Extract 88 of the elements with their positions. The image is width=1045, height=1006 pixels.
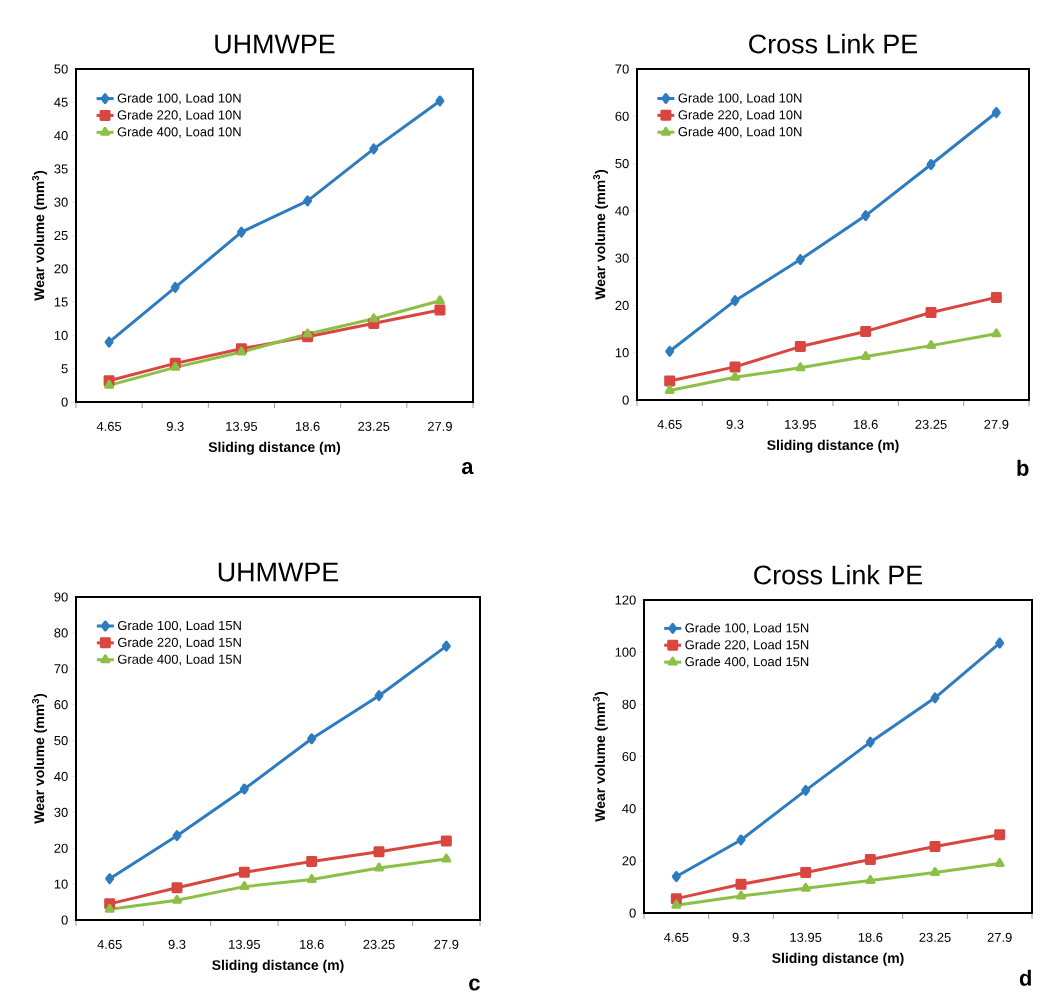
chart-title: UHMWPE bbox=[218, 562, 339, 582]
y-axis-title: Wear volume (mm$^{3}$) bbox=[32, 693, 47, 824]
y-tick-label: 50 bbox=[54, 735, 68, 746]
chart-title: Cross Link PE bbox=[749, 33, 918, 54]
y-tick-label: 10 bbox=[54, 330, 68, 340]
y-tick-label: 120 bbox=[615, 595, 636, 605]
x-tick-label: 4.65 bbox=[96, 421, 122, 431]
y-tick-label: 60 bbox=[54, 700, 68, 710]
x-tick-label: 27.9 bbox=[427, 421, 452, 431]
y-tick-label: 40 bbox=[615, 206, 629, 216]
y-axis-title: Wear volume (mm$^{3}$) bbox=[32, 170, 47, 301]
y-tick-label: 25 bbox=[54, 230, 68, 241]
x-tick-label: 4.65 bbox=[97, 939, 122, 949]
x-tick-label: 18.6 bbox=[858, 932, 883, 942]
x-tick-label: 23.25 bbox=[363, 939, 395, 949]
x-tick-label: 13.95 bbox=[226, 421, 258, 431]
legend-label: Grade 100, Load 15N bbox=[117, 620, 241, 632]
legend-label: Grade 100, Load 15N bbox=[685, 622, 809, 634]
y-tick-label: 0 bbox=[629, 908, 636, 918]
x-tick-label: 4.65 bbox=[664, 932, 689, 942]
x-tick-label: 23.25 bbox=[915, 419, 947, 429]
x-tick-label: 18.6 bbox=[854, 419, 878, 429]
y-tick-label: 30 bbox=[54, 197, 68, 207]
legend-label: Grade 220, Load 10N bbox=[117, 110, 241, 122]
legend-label: Grade 400, Load 10N bbox=[678, 126, 802, 138]
text: d bbox=[1019, 969, 1031, 986]
legend-label: Grade 220, Load 10N bbox=[678, 109, 802, 121]
legend-label: Grade 100, Load 10N bbox=[117, 93, 241, 105]
x-tick-label: 27.9 bbox=[987, 932, 1012, 942]
y-tick-label: 60 bbox=[622, 751, 636, 762]
x-tick-label: 9.3 bbox=[726, 419, 744, 429]
legend-label: Grade 400, Load 15N bbox=[685, 656, 809, 668]
legend-label: Grade 220, Load 15N bbox=[685, 639, 809, 651]
legend-label: Grade 100, Load 10N bbox=[678, 93, 802, 105]
y-axis-title: Wear volume (mm$^{3}$) bbox=[592, 691, 608, 822]
y-tick-label: 30 bbox=[615, 253, 629, 263]
x-axis-title: Sliding distance (m) bbox=[212, 959, 344, 973]
x-tick-label: 27.9 bbox=[434, 939, 459, 949]
chart-title: Cross Link PE bbox=[754, 564, 923, 585]
y-tick-label: 20 bbox=[615, 300, 629, 311]
x-axis-title: Sliding distance (m) bbox=[208, 441, 341, 455]
y-tick-label: 50 bbox=[615, 158, 629, 169]
x-tick-label: 18.6 bbox=[295, 421, 320, 431]
y-tick-label: 0 bbox=[622, 395, 629, 405]
y-tick-label: 20 bbox=[54, 264, 68, 274]
x-tick-label: 13.95 bbox=[785, 419, 816, 429]
x-tick-label: 13.95 bbox=[229, 939, 260, 949]
x-tick-label: 13.95 bbox=[790, 932, 822, 942]
x-tick-label: 9.3 bbox=[166, 421, 184, 431]
x-tick-label: 9.3 bbox=[168, 939, 186, 949]
text: c bbox=[469, 978, 480, 991]
y-tick-label: 0 bbox=[61, 915, 68, 925]
x-tick-label: 9.3 bbox=[732, 932, 750, 942]
text: a bbox=[461, 462, 474, 475]
y-tick-label: 20 bbox=[622, 856, 636, 866]
y-tick-label: 40 bbox=[622, 804, 636, 814]
y-tick-label: 50 bbox=[54, 64, 68, 74]
y-tick-label: 35 bbox=[54, 164, 68, 174]
y-tick-label: 15 bbox=[54, 297, 68, 307]
x-tick-label: 23.25 bbox=[919, 932, 951, 942]
x-axis-title: Sliding distance (m) bbox=[767, 439, 899, 453]
y-tick-label: 20 bbox=[54, 843, 68, 853]
y-tick-label: 100 bbox=[615, 647, 636, 657]
text: b bbox=[1017, 459, 1029, 476]
y-axis-title: Wear volume (mm$^{3}$) bbox=[593, 169, 608, 300]
x-tick-label: 27.9 bbox=[984, 419, 1009, 429]
y-tick-label: 80 bbox=[622, 699, 636, 709]
legend-label: Grade 400, Load 15N bbox=[117, 654, 241, 666]
y-tick-label: 45 bbox=[54, 97, 68, 107]
legend-label: Grade 220, Load 15N bbox=[117, 637, 241, 649]
x-tick-label: 23.25 bbox=[358, 421, 390, 431]
legend-label: Grade 400, Load 10N bbox=[117, 126, 241, 138]
y-tick-label: 10 bbox=[615, 348, 629, 358]
x-tick-label: 18.6 bbox=[300, 939, 324, 949]
y-tick-label: 5 bbox=[61, 364, 68, 374]
y-tick-label: 40 bbox=[54, 771, 68, 782]
y-tick-label: 80 bbox=[54, 628, 68, 638]
y-tick-label: 90 bbox=[54, 592, 68, 602]
y-tick-label: 60 bbox=[615, 111, 629, 121]
y-tick-label: 70 bbox=[615, 64, 629, 74]
y-tick-label: 40 bbox=[54, 131, 68, 141]
y-tick-label: 0 bbox=[61, 397, 68, 407]
x-axis-title: Sliding distance (m) bbox=[772, 952, 904, 966]
chart-title: UHMWPE bbox=[215, 34, 335, 54]
x-tick-label: 4.65 bbox=[657, 419, 682, 429]
y-tick-label: 30 bbox=[54, 807, 68, 817]
y-tick-label: 70 bbox=[54, 664, 68, 674]
y-tick-label: 10 bbox=[54, 879, 68, 889]
